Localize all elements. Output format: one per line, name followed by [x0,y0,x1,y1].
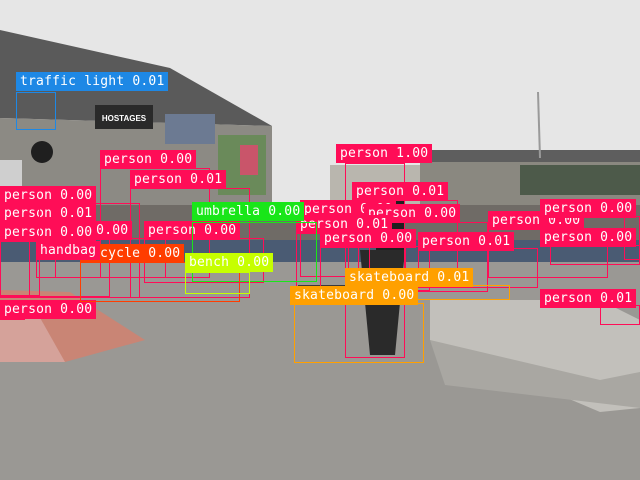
detection-label-person: person 1.00 [336,144,433,163]
detection-box-skateboard [294,303,424,363]
detection-label-umbrella: umbrella 0.00 [192,202,305,221]
white-van [0,160,22,192]
detection-label-bicycle: bicycle 0.00 [80,244,185,263]
detection-label-person: person 0.01 [0,204,97,223]
detection-label-person: person 0.00 [0,223,97,242]
detection-label-person: person 0.01 [352,182,449,201]
detection-label-skateboard: skateboard 0.01 [345,268,474,287]
round-sign [31,141,53,163]
mural-panel [165,114,215,144]
detection-label-handbag: handbag [36,241,101,260]
light-pole [537,91,541,159]
detection-box-person [600,305,640,325]
right-roof [420,150,640,162]
detection-box-handbag [36,258,56,278]
hostages-sign-text: HOSTAGES [102,114,147,123]
detection-label-person: person 0.00 [540,228,637,247]
detection-label-person: person 0.01 [130,170,227,189]
detection-label-person: person 0.00 [100,150,197,169]
ledge-front [430,340,640,408]
detection-label-person: person 0.00 [320,229,417,248]
graffiti-accent [240,145,258,175]
detection-label-skateboard: skateboard 0.00 [290,286,419,305]
detection-label-person: person 0.01 [418,232,515,251]
detection-label-person: person 0.01 [540,289,637,308]
detection-label-person: person 0.00 [0,186,97,205]
right-graffiti [520,165,640,195]
hostages-sign [95,105,153,129]
detection-box-traffic-light [16,92,56,130]
detection-label-traffic-light: traffic light 0.01 [16,72,169,91]
detection-box-bench [185,272,250,294]
detection-box-person [345,163,405,358]
detection-box-person [624,216,640,260]
detection-label-bench: bench 0.00 [185,253,274,272]
detection-label-person: person 0.00 [0,300,97,319]
detection-label-person: person 0.00 [540,199,637,218]
detection-box-umbrella [192,222,317,282]
